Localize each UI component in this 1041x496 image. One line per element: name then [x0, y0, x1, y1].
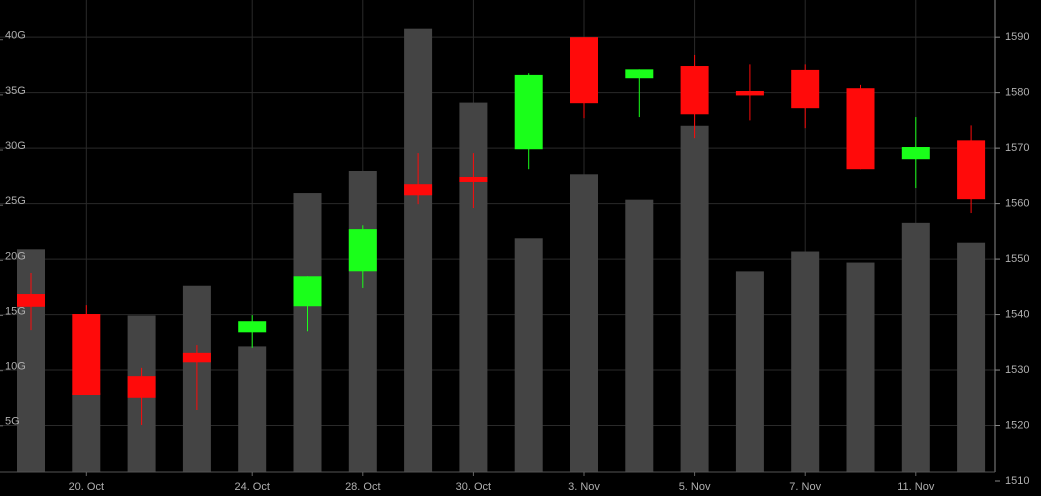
y2-tick-label: 30G — [5, 140, 26, 152]
candle-body — [182, 352, 211, 363]
y2-tick-label: 5G — [5, 416, 20, 428]
y2-tick-label: 15G — [5, 305, 26, 317]
volume-bar — [293, 193, 322, 472]
volume-bar — [901, 222, 930, 472]
volume-bar — [625, 199, 654, 472]
candle-body — [846, 88, 875, 170]
x-tick-label: 24. Oct — [234, 481, 269, 493]
candle-body — [901, 147, 930, 160]
y2-tick-label: 20G — [5, 250, 26, 262]
y-tick-label: 1520 — [1005, 419, 1029, 431]
y2-tick-label: 25G — [5, 195, 26, 207]
y2-tick-label: 35G — [5, 85, 26, 97]
candle-body — [293, 276, 322, 307]
volume-bar — [735, 271, 764, 472]
x-tick-label: 28. Oct — [345, 481, 380, 493]
candle-body — [570, 37, 598, 104]
candle-body — [514, 74, 543, 150]
y-tick-label: 1580 — [1005, 87, 1029, 99]
volume-bar — [791, 251, 820, 472]
volume-bar — [238, 346, 267, 472]
candle-body — [348, 229, 377, 272]
y-tick-label: 1570 — [1005, 142, 1029, 154]
x-tick-label: 11. Nov — [897, 481, 935, 493]
volume-bar — [72, 392, 101, 472]
candle-body — [404, 184, 433, 196]
x-tick-label: 3. Nov — [568, 481, 600, 493]
candle-body — [17, 294, 45, 307]
plot-area — [17, 28, 986, 472]
x-tick-label: 30. Oct — [456, 481, 491, 493]
volume-bar — [348, 170, 377, 472]
candle-body — [680, 66, 709, 115]
y-tick-label: 1560 — [1005, 198, 1029, 210]
candle-body — [957, 140, 986, 200]
volume-bar — [514, 238, 543, 472]
y-tick-label: 1540 — [1005, 308, 1029, 320]
volume-bar — [846, 262, 875, 472]
volume-bar — [570, 174, 598, 472]
candle-body — [791, 69, 820, 109]
y2-tick-label: 40G — [5, 30, 26, 42]
y2-tick-label: 10G — [5, 361, 26, 373]
candle-body — [238, 321, 267, 333]
volume-bar — [404, 28, 433, 472]
candle-body — [72, 314, 101, 396]
candle-body — [735, 90, 764, 96]
candle-body — [127, 376, 156, 398]
volume-bar — [680, 125, 709, 472]
x-tick-label: 20. Oct — [69, 481, 104, 493]
volume-bar — [957, 242, 986, 472]
candle-body — [625, 69, 654, 79]
candle-body — [459, 176, 488, 182]
y-tick-label: 1510 — [1005, 475, 1029, 487]
x-tick-label: 5. Nov — [679, 481, 711, 493]
x-tick-label: 7. Nov — [789, 481, 821, 493]
y-tick-label: 1550 — [1005, 253, 1029, 265]
y-tick-label: 1590 — [1005, 31, 1029, 43]
y-tick-label: 1530 — [1005, 364, 1029, 376]
